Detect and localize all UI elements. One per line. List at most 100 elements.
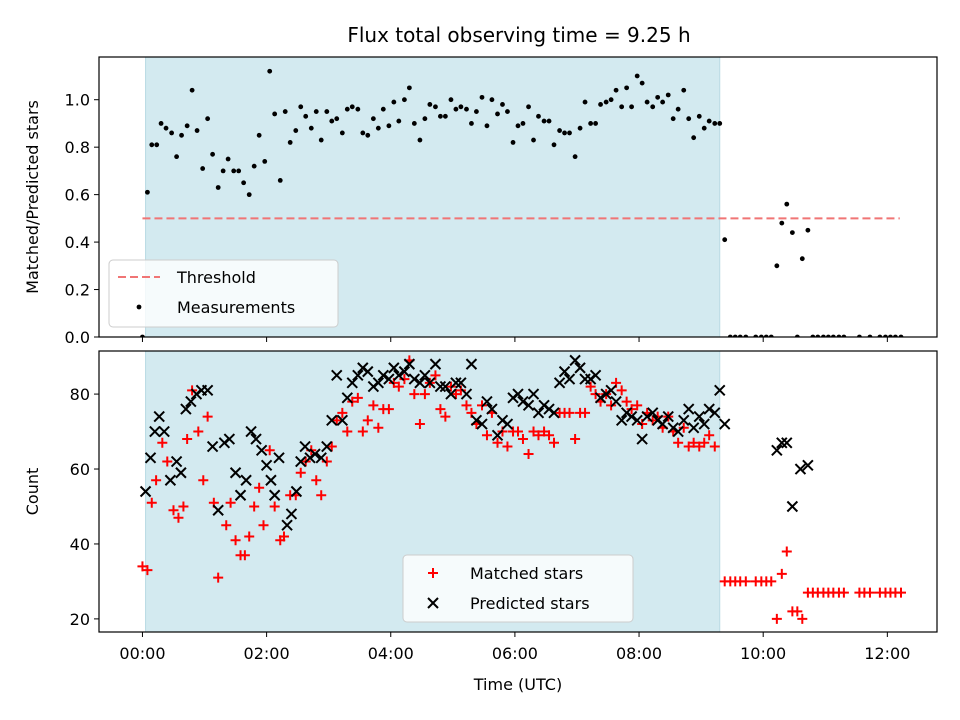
predicted-star-point xyxy=(240,474,252,486)
matched-star-point xyxy=(278,531,289,542)
measurement-point xyxy=(205,116,211,122)
measurement-point xyxy=(308,125,314,131)
matched-star-point xyxy=(564,407,575,418)
predicted-star-point xyxy=(532,407,545,419)
measurement-point xyxy=(536,113,541,119)
measurement-point xyxy=(495,111,500,117)
predicted-star-point xyxy=(285,508,298,520)
measurement-point xyxy=(546,118,552,124)
predicted-star-point xyxy=(656,418,669,430)
measurement-point xyxy=(557,128,562,133)
predicted-star-point xyxy=(589,369,602,382)
matched-star-point xyxy=(481,430,492,441)
measurement-point xyxy=(531,137,536,143)
measurement-point xyxy=(593,121,598,126)
matched-star-point xyxy=(419,389,430,400)
measurement-point xyxy=(365,132,371,138)
matched-star-point xyxy=(771,613,782,624)
legend-predicted-swatch xyxy=(427,597,439,609)
matched-star-point xyxy=(699,437,710,448)
legend-ratio: Threshold Measurements xyxy=(108,259,339,328)
measurement-point xyxy=(179,132,184,138)
matched-star-point xyxy=(331,415,342,426)
measurement-point xyxy=(717,121,723,126)
predicted-star-point xyxy=(139,485,152,498)
measurement-point xyxy=(402,97,407,103)
predicted-star-point xyxy=(201,384,214,397)
matched-star-point xyxy=(311,475,322,486)
measurement-point xyxy=(644,99,650,105)
predicted-star-point xyxy=(185,395,197,408)
predicted-star-point xyxy=(476,418,488,430)
predicted-star-point xyxy=(786,500,799,513)
predicted-star-point xyxy=(321,440,333,453)
matched-star-point xyxy=(776,568,787,579)
x-tick-label: 08:00 xyxy=(616,644,662,663)
matched-star-point xyxy=(321,456,332,467)
measurement-point xyxy=(417,137,423,143)
measurement-point xyxy=(650,104,656,110)
matched-star-point xyxy=(198,475,209,486)
predicted-star-point xyxy=(290,485,303,498)
measurement-point xyxy=(520,121,526,126)
matched-star-point xyxy=(492,437,503,448)
predicted-star-point xyxy=(517,395,529,408)
measurement-point xyxy=(329,118,335,124)
predicted-star-point xyxy=(260,459,273,471)
measurement-point xyxy=(158,121,164,126)
measurement-point xyxy=(236,168,242,174)
measurement-point xyxy=(464,106,469,112)
measurement-point xyxy=(660,99,666,105)
matched-star-point xyxy=(838,587,849,598)
predicted-star-point xyxy=(434,380,447,393)
measurement-point xyxy=(634,73,640,79)
matched-star-point xyxy=(513,426,523,437)
matched-star-point xyxy=(781,546,792,557)
matched-star-point xyxy=(151,475,162,486)
matched-star-point xyxy=(357,426,368,437)
matched-star-point xyxy=(740,576,751,587)
predicted-star-point xyxy=(548,407,560,419)
predicted-star-point xyxy=(388,362,400,374)
predicted-star-point xyxy=(703,403,715,415)
measurement-point xyxy=(194,128,200,133)
measurement-point xyxy=(349,104,355,110)
measurement-point xyxy=(189,87,195,93)
predicted-star-point xyxy=(512,388,524,400)
predicted-star-point xyxy=(439,380,452,393)
predicted-star-point xyxy=(153,410,165,423)
measurement-point xyxy=(551,142,557,148)
predicted-star-point xyxy=(144,452,157,464)
measurement-point xyxy=(505,109,510,114)
predicted-star-point xyxy=(501,418,514,430)
predicted-star-point xyxy=(180,403,192,415)
predicted-star-point xyxy=(377,369,390,382)
matched-star-point xyxy=(239,550,250,561)
matched-star-point xyxy=(193,426,204,437)
measurement-point xyxy=(169,130,175,136)
measurement-point xyxy=(287,140,293,145)
legend-measurements-label: Measurements xyxy=(177,298,295,317)
predicted-star-point xyxy=(346,377,358,389)
measurement-point xyxy=(613,87,619,93)
matched-star-point xyxy=(225,497,236,508)
measurement-point xyxy=(686,116,692,122)
predicted-star-point xyxy=(646,407,659,419)
measurement-point xyxy=(655,94,661,100)
matched-star-point xyxy=(393,381,404,392)
matched-star-point xyxy=(704,430,715,441)
predicted-star-point xyxy=(309,448,321,460)
matched-star-point xyxy=(258,520,269,531)
matched-star-point xyxy=(709,441,720,452)
predicted-star-point xyxy=(636,433,648,445)
predicted-star-point xyxy=(594,392,607,404)
predicted-star-point xyxy=(362,365,374,378)
legend-counts: Matched stars Predicted stars xyxy=(402,554,634,623)
measurement-point xyxy=(805,227,811,233)
predicted-star-point xyxy=(569,354,581,367)
measurement-point xyxy=(375,125,381,131)
matched-star-point xyxy=(178,501,189,512)
measurement-point xyxy=(438,113,443,119)
predicted-star-point xyxy=(295,455,307,468)
measurement-point xyxy=(577,125,583,131)
